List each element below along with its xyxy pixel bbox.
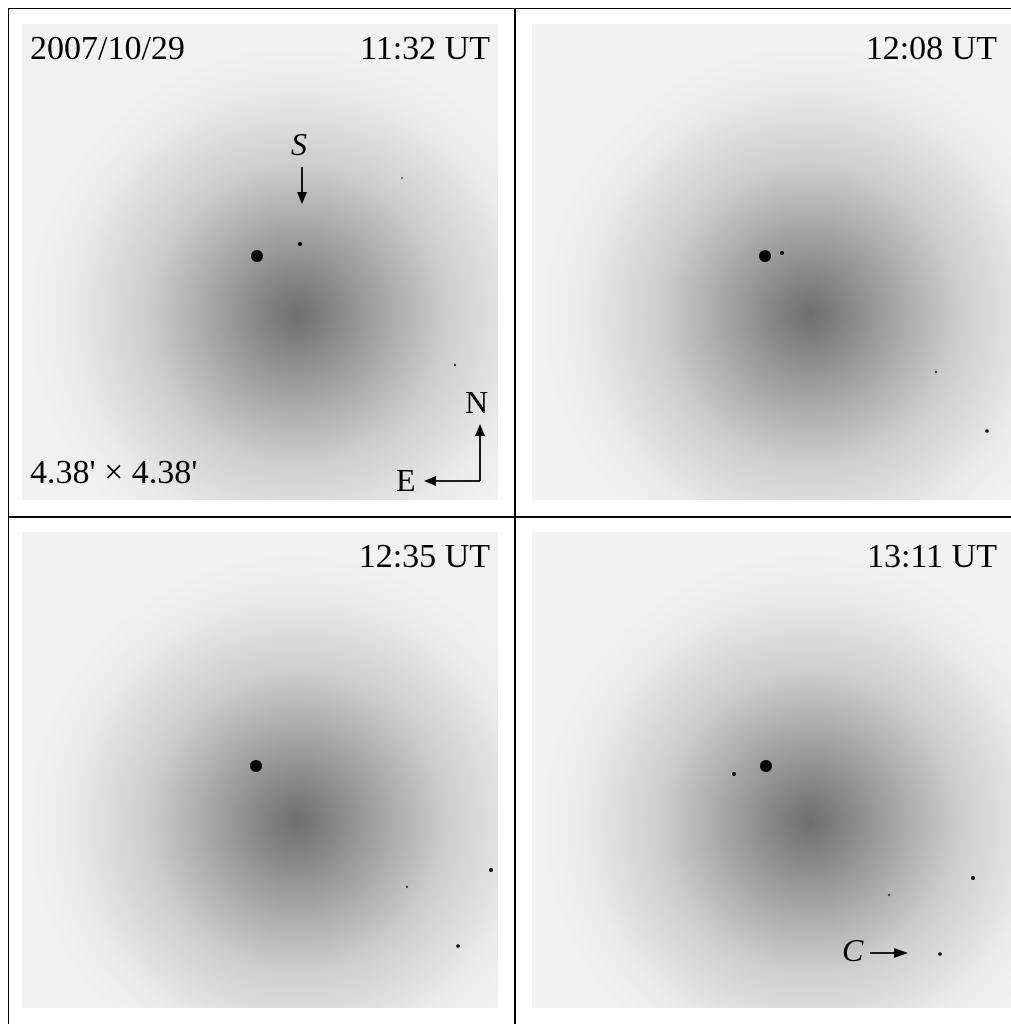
- frame-left: [8, 8, 9, 1024]
- star: [401, 177, 403, 179]
- star: [887, 893, 891, 897]
- fragment-s-label: S: [291, 126, 307, 162]
- star: [489, 868, 493, 872]
- nucleus: [759, 250, 771, 262]
- panel-divider-horizontal: [8, 516, 1011, 518]
- fragment-c-label: C: [842, 932, 864, 968]
- frame-top: [8, 8, 1011, 9]
- comet-image-1132: 2007/10/29 11:32 UT S N E 4.38' × 4.38': [22, 24, 498, 500]
- comet-image-1311: 13:11 UT C: [532, 532, 1011, 1008]
- east-arrow-head: [424, 476, 436, 486]
- nucleus: [760, 760, 772, 772]
- north-label: N: [465, 384, 489, 420]
- date-label: 2007/10/29: [30, 30, 185, 67]
- comet-image-1235: 12:35 UT: [22, 532, 498, 1008]
- star: [985, 429, 989, 433]
- star: [456, 944, 460, 948]
- star: [971, 876, 975, 880]
- time-label: 13:11 UT: [866, 538, 997, 575]
- s-arrow-head: [297, 192, 307, 204]
- nucleus: [251, 250, 263, 262]
- nucleus: [250, 760, 262, 772]
- time-label: 12:08 UT: [865, 30, 997, 67]
- fragment-s: [780, 251, 784, 255]
- comet-image-1208: 12:08 UT: [532, 24, 1011, 500]
- star: [453, 363, 457, 367]
- time-label: 12:35 UT: [358, 538, 490, 575]
- north-arrow-head: [475, 424, 485, 436]
- fragment-s: [298, 242, 302, 246]
- star: [405, 885, 409, 889]
- field-size-label: 4.38' × 4.38': [30, 454, 198, 491]
- east-label: E: [396, 462, 416, 498]
- star: [934, 370, 938, 374]
- c-arrow-head: [894, 948, 908, 958]
- fragment: [732, 772, 736, 776]
- fragment-c: [938, 952, 942, 956]
- time-label: 11:32 UT: [359, 30, 490, 67]
